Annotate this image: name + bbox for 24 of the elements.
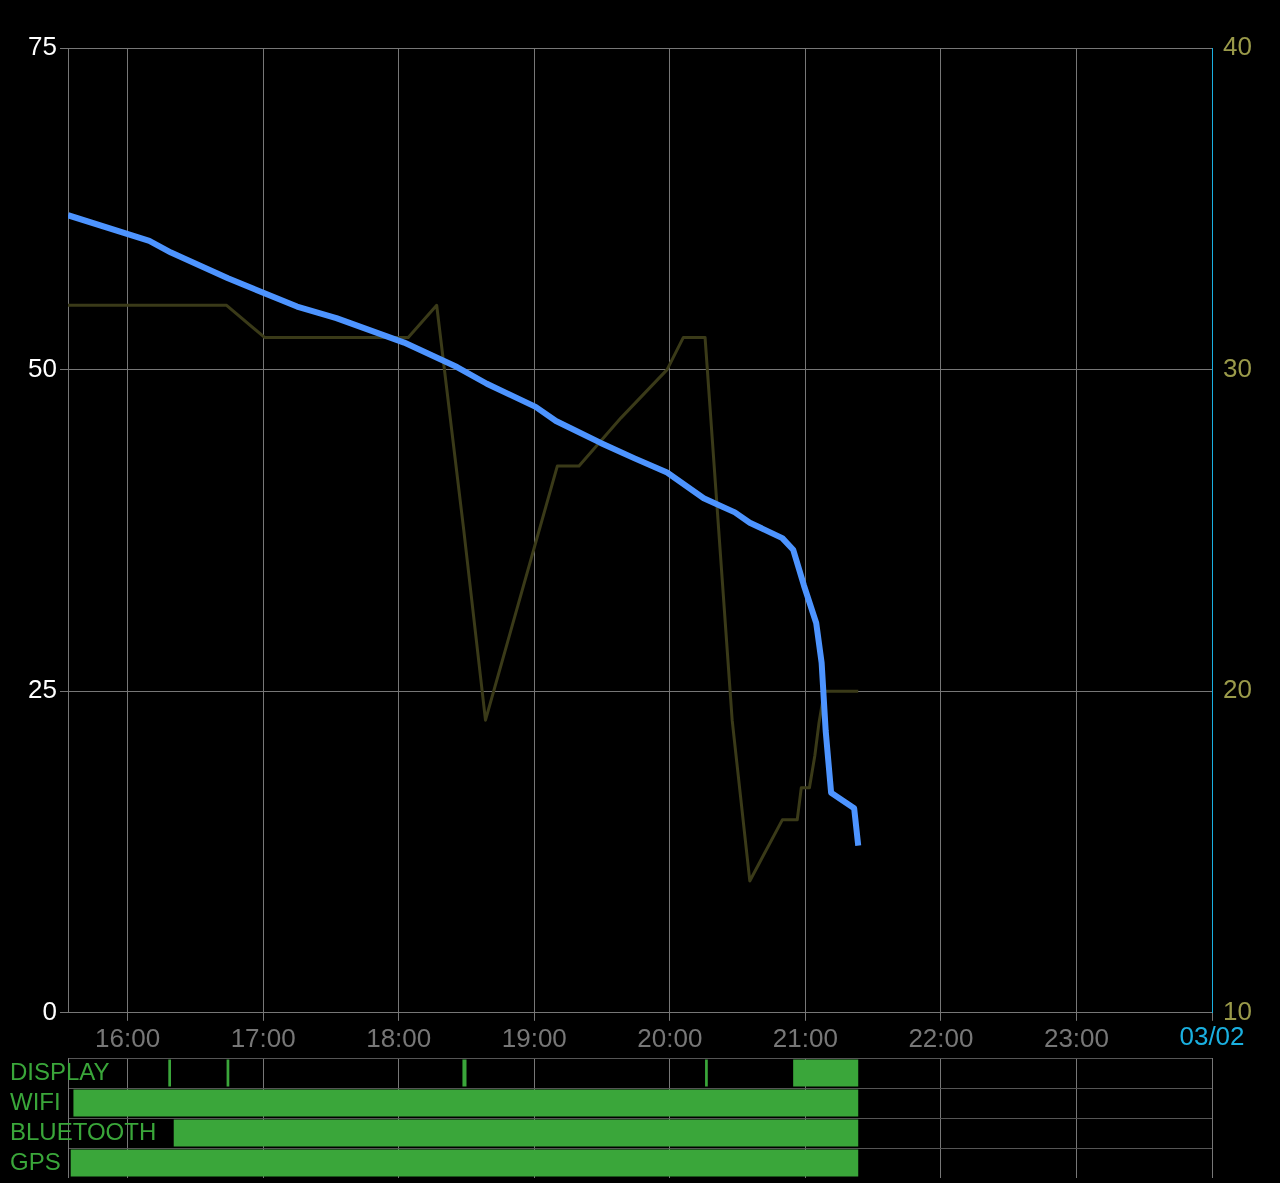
y-tick-label: 25 xyxy=(28,674,57,705)
y-tick-label: 50 xyxy=(28,352,57,383)
x-tick-label: 23:00 xyxy=(1043,1022,1109,1053)
bar xyxy=(168,1059,172,1087)
y-tick-label: 75 xyxy=(28,31,57,62)
bar xyxy=(793,1059,859,1087)
bar xyxy=(70,1149,859,1177)
y2-tick-label: 40 xyxy=(1223,31,1252,62)
y2-tick-label: 20 xyxy=(1223,674,1252,705)
y-tick-label: WIFI xyxy=(10,1087,61,1115)
bar xyxy=(173,1119,859,1147)
x-tick-label: 18:00 xyxy=(366,1022,432,1053)
y-tick-label: 0 xyxy=(42,995,57,1026)
x-tick-label: 20:00 xyxy=(637,1022,703,1053)
bar xyxy=(705,1059,708,1087)
x-tick-label: 16:00 xyxy=(95,1022,161,1053)
y-tick-label: GPS xyxy=(10,1147,61,1175)
x-tick-label: 21:00 xyxy=(772,1022,838,1053)
x-tick-label: 19:00 xyxy=(501,1022,567,1053)
bar xyxy=(462,1059,467,1087)
bar xyxy=(73,1089,859,1117)
x-tick-label: 17:00 xyxy=(230,1022,296,1053)
x-tick-label: 22:00 xyxy=(908,1022,974,1053)
y2-tick-label: 30 xyxy=(1223,352,1252,383)
